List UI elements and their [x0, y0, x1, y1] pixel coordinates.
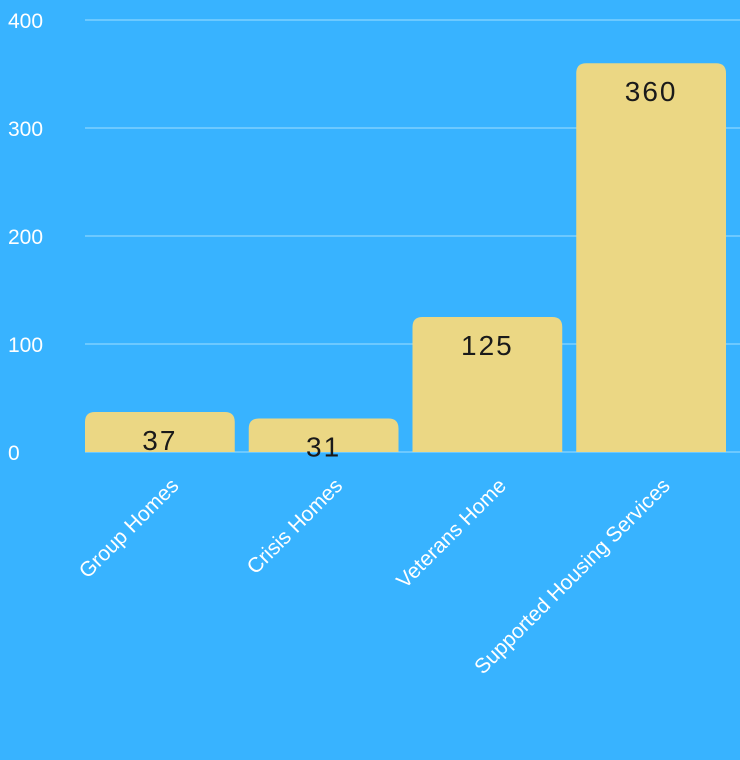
x-category-label: Group Homes [75, 474, 184, 583]
category-labels: Group Homes Crisis Homes Veterans HomeSupp… [75, 474, 675, 678]
data-label: 125 [461, 330, 514, 361]
x-category-label: Veterans Home [392, 474, 511, 593]
x-category-label: Crisis Homes [243, 474, 348, 579]
data-label: 37 [142, 425, 177, 456]
y-tick-label: 0 [8, 442, 20, 465]
bar-crisis-homes [248, 418, 399, 452]
y-axis-ticks: 0 100 200 300 400 [8, 10, 43, 465]
data-label: 31 [306, 432, 341, 463]
y-tick-label: 200 [8, 226, 43, 249]
bar-veterans-home [412, 317, 563, 452]
x-category-label: Supported Housing Services [470, 474, 674, 678]
bar-group-homes [85, 412, 235, 452]
data-labels: 37 31 125 360 [142, 76, 678, 463]
y-tick-label: 300 [8, 118, 43, 141]
bars [85, 63, 726, 452]
y-tick-label: 100 [8, 334, 43, 357]
y-tick-label: 400 [8, 10, 43, 33]
data-label: 360 [625, 76, 678, 107]
bar-supported-housing-services [576, 63, 726, 452]
